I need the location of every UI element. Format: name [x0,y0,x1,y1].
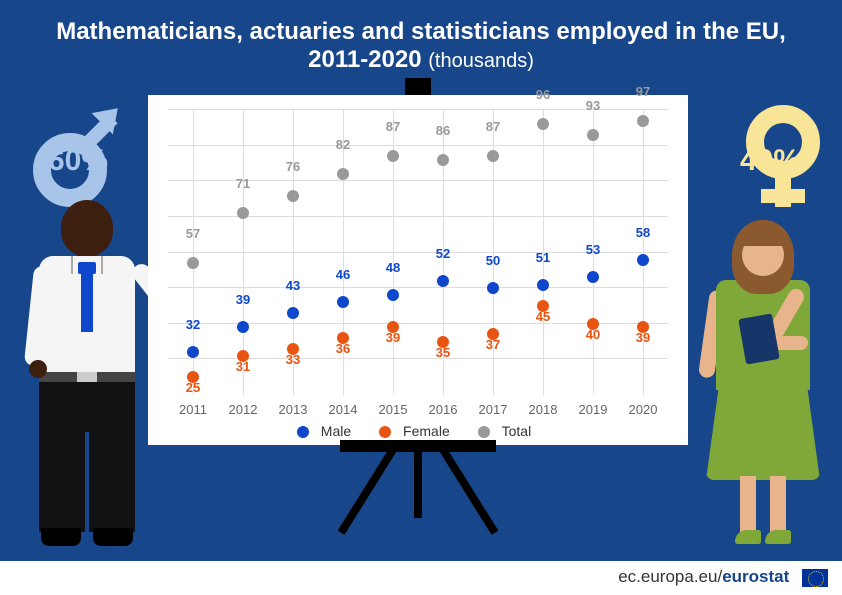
xaxis-label: 2015 [379,402,408,417]
xaxis-label: 2019 [579,402,608,417]
eu-flag-icon [802,569,828,587]
page-title: Mathematicians, actuaries and statistici… [0,0,842,80]
data-label-female: 35 [436,345,450,360]
data-label-total: 87 [486,119,500,134]
data-label-female: 39 [386,330,400,345]
woman-illustration [698,220,828,560]
data-point-total [187,257,199,269]
data-label-male: 32 [186,317,200,332]
data-label-female: 31 [236,359,250,374]
xaxis-label: 2018 [529,402,558,417]
data-point-total [637,115,649,127]
scatter-chart: 57 32 25 71 39 31 76 43 33 82 46 36 87 48 39 86 52 35 87 50… [168,110,668,395]
title-unit: (thousands) [428,50,534,72]
data-point-male [587,271,599,283]
male-percentage: 60% [48,144,108,178]
data-label-total: 96 [536,87,550,102]
xaxis-label: 2014 [329,402,358,417]
data-point-total [487,150,499,162]
data-point-total [387,150,399,162]
xaxis-label: 2020 [629,402,658,417]
xaxis-label: 2013 [279,402,308,417]
female-percentage: 40% [740,144,800,178]
data-point-total [537,118,549,130]
data-label-total: 76 [286,159,300,174]
data-label-male: 50 [486,253,500,268]
footer: ec.europa.eu/eurostat [0,561,842,595]
data-label-female: 39 [636,330,650,345]
data-label-male: 52 [436,246,450,261]
data-point-total [437,154,449,166]
data-label-female: 40 [586,327,600,342]
data-label-male: 53 [586,242,600,257]
xaxis-label: 2012 [229,402,258,417]
data-point-total [587,129,599,141]
data-label-total: 93 [586,98,600,113]
data-point-male [637,254,649,266]
data-label-female: 33 [286,352,300,367]
data-point-total [237,207,249,219]
data-label-total: 57 [186,226,200,241]
data-label-female: 36 [336,341,350,356]
data-point-male [337,296,349,308]
data-label-male: 51 [536,250,550,265]
data-point-male [187,346,199,358]
data-label-male: 58 [636,225,650,240]
data-label-female: 37 [486,337,500,352]
legend-male-dot [297,426,309,438]
chart-legend: Male Female Total [148,423,688,439]
tripod-icon [340,440,496,550]
data-point-male [387,289,399,301]
footer-domain: ec.europa.eu/ [618,567,722,586]
legend-male-label: Male [321,423,351,439]
data-label-male: 46 [336,267,350,282]
legend-total-label: Total [502,423,532,439]
data-point-total [287,190,299,202]
chart-board: 57 32 25 71 39 31 76 43 33 82 46 36 87 48 39 86 52 35 87 50… [148,95,688,445]
data-label-total: 97 [636,84,650,99]
man-illustration [15,200,155,555]
data-label-male: 39 [236,292,250,307]
data-point-male [487,282,499,294]
data-label-male: 43 [286,278,300,293]
legend-total-dot [478,426,490,438]
data-point-male [287,307,299,319]
data-point-male [437,275,449,287]
data-label-total: 82 [336,137,350,152]
data-label-female: 45 [536,309,550,324]
data-point-total [337,168,349,180]
data-point-male [237,321,249,333]
data-point-male [537,279,549,291]
legend-female-dot [379,426,391,438]
title-main: Mathematicians, actuaries and statistici… [56,18,786,45]
xaxis-label: 2011 [179,402,207,417]
data-label-total: 87 [386,119,400,134]
footer-brand: eurostat [722,567,789,586]
data-label-total: 86 [436,123,450,138]
data-label-female: 25 [186,380,200,395]
xaxis-label: 2017 [479,402,508,417]
xaxis-label: 2016 [429,402,458,417]
data-label-male: 48 [386,260,400,275]
legend-female-label: Female [403,423,450,439]
data-label-total: 71 [236,176,250,191]
title-years: 2011-2020 [308,46,421,73]
